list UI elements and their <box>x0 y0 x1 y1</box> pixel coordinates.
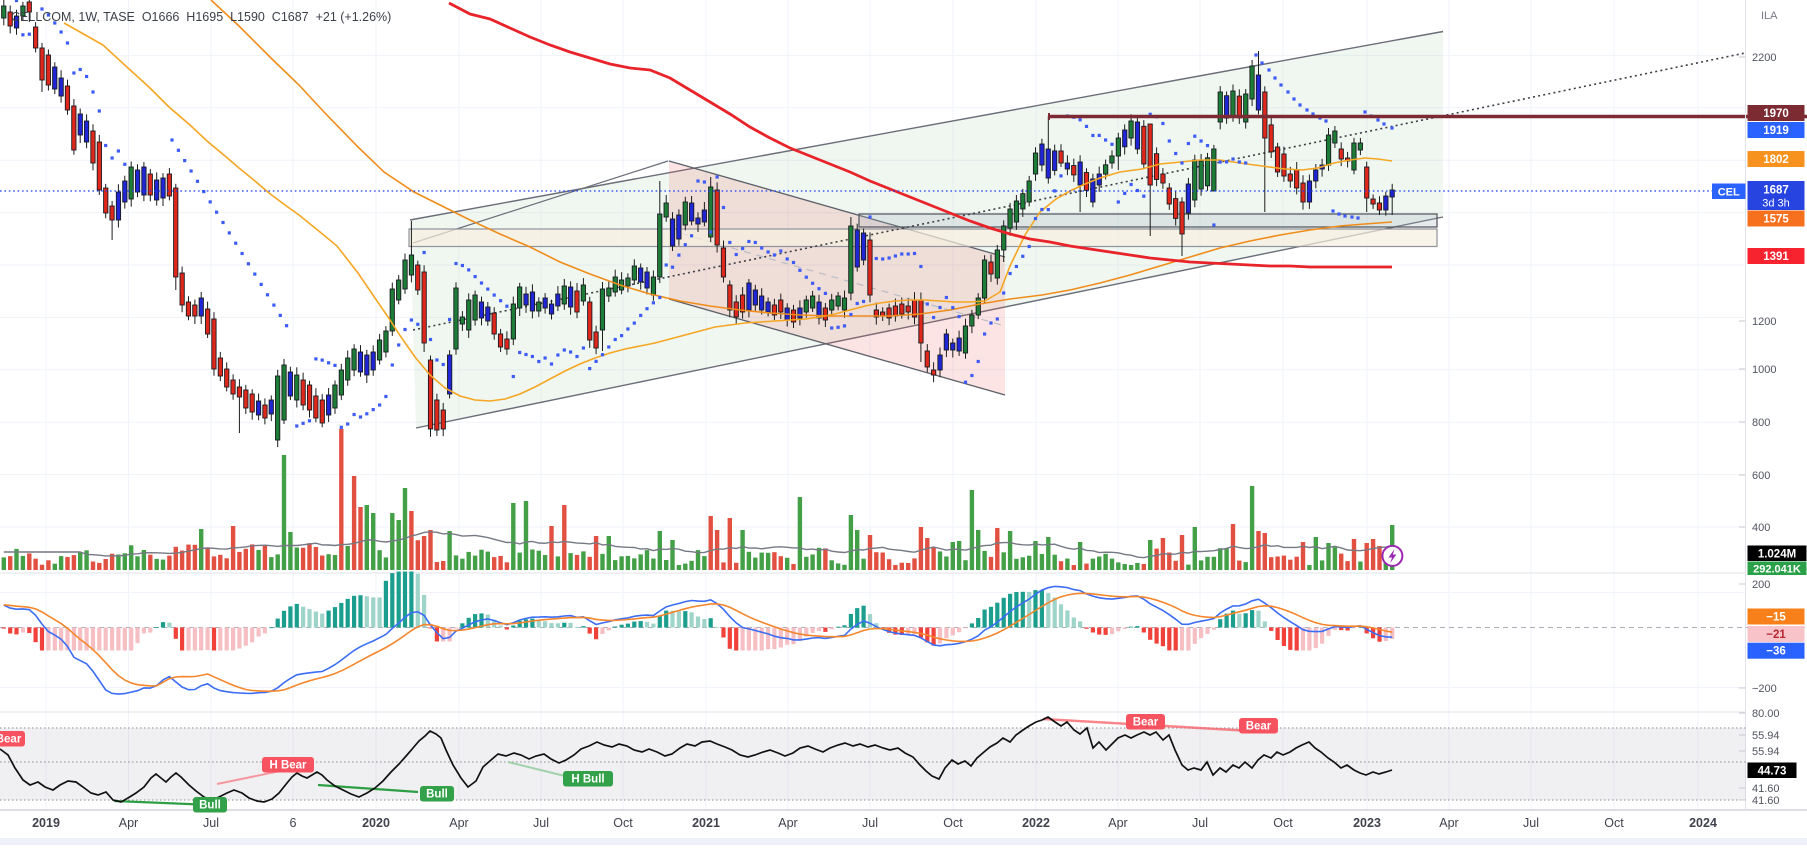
svg-text:44.73: 44.73 <box>1758 766 1787 778</box>
svg-text:Jul: Jul <box>533 816 549 830</box>
svg-text:1802: 1802 <box>1763 154 1789 166</box>
svg-text:1000: 1000 <box>1752 364 1776 376</box>
svg-text:2200: 2200 <box>1752 52 1776 64</box>
svg-text:1687: 1687 <box>1763 185 1789 197</box>
svg-text:800: 800 <box>1752 417 1770 429</box>
svg-text:41.60: 41.60 <box>1752 783 1780 795</box>
svg-text:1.024M: 1.024M <box>1758 549 1796 561</box>
svg-text:1970: 1970 <box>1763 108 1789 120</box>
svg-text:1391: 1391 <box>1763 251 1789 263</box>
svg-text:41.60: 41.60 <box>1752 795 1780 807</box>
svg-text:1200: 1200 <box>1752 316 1776 328</box>
svg-text:2021: 2021 <box>692 816 720 830</box>
svg-text:Oct: Oct <box>943 816 963 830</box>
svg-text:Apr: Apr <box>1108 816 1127 830</box>
svg-text:−15: −15 <box>1766 612 1786 624</box>
svg-text:1919: 1919 <box>1763 125 1789 137</box>
svg-text:2019: 2019 <box>32 816 60 830</box>
svg-text:Oct: Oct <box>613 816 633 830</box>
svg-text:2024: 2024 <box>1689 816 1717 830</box>
svg-text:Bear: Bear <box>1246 721 1272 733</box>
svg-text:55.94: 55.94 <box>1752 746 1780 758</box>
svg-text:3d 3h: 3d 3h <box>1762 198 1790 210</box>
svg-text:Oct: Oct <box>1273 816 1293 830</box>
svg-text:Jul: Jul <box>862 816 878 830</box>
svg-text:600: 600 <box>1752 470 1770 482</box>
svg-text:200: 200 <box>1752 579 1770 591</box>
svg-text:H Bull: H Bull <box>571 774 604 786</box>
svg-text:2023: 2023 <box>1353 816 1381 830</box>
svg-text:Bear: Bear <box>1133 717 1159 729</box>
svg-text:Jul: Jul <box>1523 816 1539 830</box>
svg-text:6: 6 <box>290 816 297 830</box>
svg-text:−36: −36 <box>1766 646 1786 658</box>
svg-text:CEL: CEL <box>1718 187 1740 199</box>
svg-text:Bull: Bull <box>199 800 221 812</box>
svg-text:Bull: Bull <box>426 789 448 801</box>
svg-text:Apr: Apr <box>778 816 797 830</box>
svg-text:−200: −200 <box>1752 683 1777 695</box>
svg-text:Apr: Apr <box>449 816 468 830</box>
svg-text:55.94: 55.94 <box>1752 730 1780 742</box>
svg-text:Apr: Apr <box>119 816 138 830</box>
svg-text:CELLCOM, 1W, TASE O1666 H169: CELLCOM, 1W, TASE O1666 H1695 L1590 C168… <box>11 10 391 24</box>
svg-text:400: 400 <box>1752 522 1770 534</box>
svg-text:Bear: Bear <box>0 734 22 746</box>
svg-text:Oct: Oct <box>1604 816 1624 830</box>
svg-text:−21: −21 <box>1766 629 1786 641</box>
svg-text:292.041K: 292.041K <box>1753 564 1801 576</box>
svg-text:Jul: Jul <box>203 816 219 830</box>
svg-text:Apr: Apr <box>1439 816 1458 830</box>
svg-text:ILA: ILA <box>1761 10 1778 22</box>
svg-text:H Bear: H Bear <box>269 760 307 772</box>
svg-text:Jul: Jul <box>1192 816 1208 830</box>
svg-text:1575: 1575 <box>1763 214 1789 226</box>
svg-text:2022: 2022 <box>1022 816 1050 830</box>
svg-text:2020: 2020 <box>362 816 390 830</box>
svg-text:80.00: 80.00 <box>1752 708 1780 720</box>
